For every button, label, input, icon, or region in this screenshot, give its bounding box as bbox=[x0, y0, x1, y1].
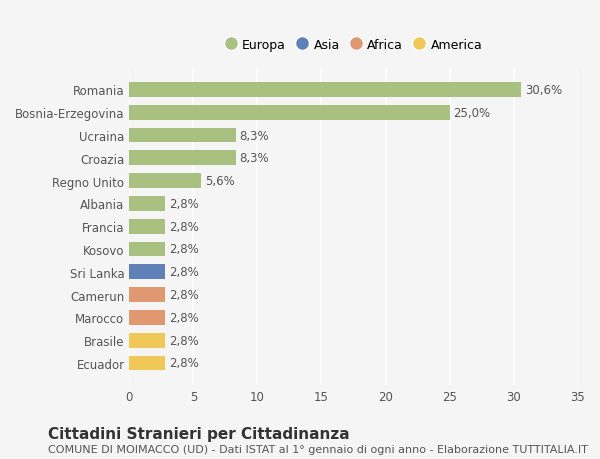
Text: 2,8%: 2,8% bbox=[169, 220, 199, 233]
Text: COMUNE DI MOIMACCO (UD) - Dati ISTAT al 1° gennaio di ogni anno - Elaborazione T: COMUNE DI MOIMACCO (UD) - Dati ISTAT al … bbox=[48, 444, 588, 454]
Bar bbox=[130, 242, 165, 257]
Text: 5,6%: 5,6% bbox=[205, 175, 235, 188]
Bar bbox=[130, 129, 236, 143]
Bar bbox=[130, 310, 165, 325]
Text: 2,8%: 2,8% bbox=[169, 311, 199, 324]
Bar bbox=[130, 196, 165, 211]
Text: 8,3%: 8,3% bbox=[239, 129, 269, 142]
Text: 2,8%: 2,8% bbox=[169, 197, 199, 210]
Text: 2,8%: 2,8% bbox=[169, 334, 199, 347]
Text: 30,6%: 30,6% bbox=[525, 84, 562, 97]
Text: 2,8%: 2,8% bbox=[169, 288, 199, 302]
Text: 2,8%: 2,8% bbox=[169, 357, 199, 369]
Bar bbox=[130, 333, 165, 348]
Text: 8,3%: 8,3% bbox=[239, 152, 269, 165]
Text: 25,0%: 25,0% bbox=[454, 106, 491, 119]
Text: 2,8%: 2,8% bbox=[169, 266, 199, 279]
Bar bbox=[130, 174, 201, 189]
Text: Cittadini Stranieri per Cittadinanza: Cittadini Stranieri per Cittadinanza bbox=[48, 425, 350, 441]
Text: 2,8%: 2,8% bbox=[169, 243, 199, 256]
Bar bbox=[130, 219, 165, 234]
Bar bbox=[130, 151, 236, 166]
Bar bbox=[130, 106, 449, 120]
Bar bbox=[130, 287, 165, 302]
Bar bbox=[130, 265, 165, 280]
Bar bbox=[130, 356, 165, 370]
Legend: Europa, Asia, Africa, America: Europa, Asia, Africa, America bbox=[220, 34, 487, 56]
Bar bbox=[130, 83, 521, 98]
